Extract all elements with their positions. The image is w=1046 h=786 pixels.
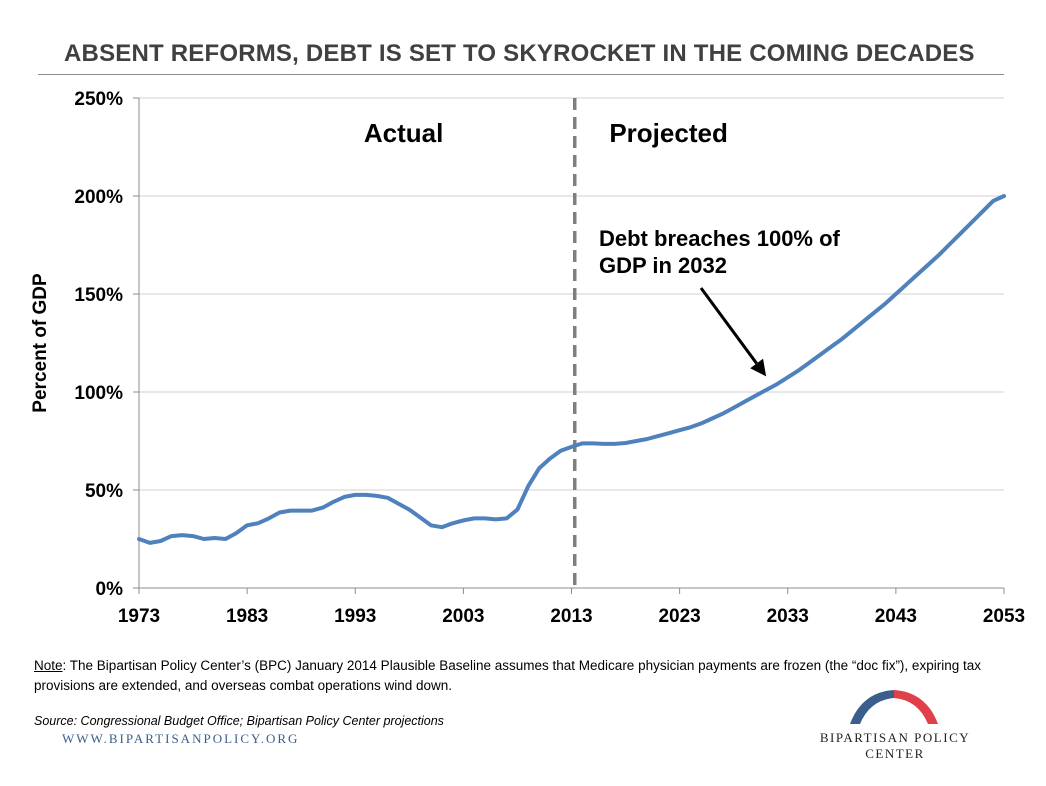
x-tick-label: 2043 [875, 606, 917, 627]
x-tick-label: 2033 [767, 606, 809, 627]
debt-line-chart: 0% 50% 100% 150% 200% 250% 1973 1983 1993 2003 20… [30, 89, 1025, 627]
x-axis-ticks: 1973 1983 1993 2003 2013 2023 2033 2043 2053 [118, 588, 1025, 627]
y-tick-label: 0% [96, 579, 124, 600]
website-url[interactable]: WWW.BIPARTISANPOLICY.ORG [62, 731, 300, 746]
logo-wordmark: BIPARTISAN POLICY CENTER [819, 730, 971, 761]
actual-label: Actual [364, 118, 443, 148]
x-tick-label: 1973 [118, 606, 160, 627]
y-axis-title: Percent of GDP [30, 273, 51, 413]
annotation-line-2: GDP in 2032 [599, 253, 727, 278]
y-tick-label: 100% [74, 383, 123, 404]
bpc-arch-icon [850, 690, 938, 724]
debt-series-line [137, 194, 1006, 545]
chart-title: ABSENT REFORMS, DEBT IS SET TO SKYROCKET… [64, 40, 975, 67]
title-divider [38, 74, 1004, 75]
annotation-arrow [699, 287, 767, 377]
note-body: : The Bipartisan Policy Center’s (BPC) J… [34, 658, 981, 693]
y-tick-label: 150% [74, 285, 123, 306]
gridlines [139, 97, 1004, 491]
x-tick-label: 2003 [442, 606, 484, 627]
note-text: Note: The Bipartisan Policy Center’s (BP… [34, 656, 1014, 696]
source-text: Source: Congressional Budget Office; Bip… [34, 714, 444, 728]
x-tick-label: 2053 [983, 606, 1025, 627]
note-label: Note [34, 658, 63, 673]
projected-label: Projected [609, 118, 728, 148]
bpc-logo: BIPARTISAN POLICY CENTER [790, 686, 1010, 761]
x-tick-label: 1993 [334, 606, 376, 627]
annotation-line-1: Debt breaches 100% of [599, 226, 841, 251]
x-tick-label: 2023 [658, 606, 700, 627]
y-axis-ticks: 0% 50% 100% 150% 200% 250% [74, 89, 139, 600]
y-tick-label: 50% [85, 481, 123, 502]
x-tick-label: 2013 [550, 606, 592, 627]
y-tick-label: 250% [74, 89, 123, 110]
y-tick-label: 200% [74, 187, 123, 208]
x-tick-label: 1983 [226, 606, 268, 627]
